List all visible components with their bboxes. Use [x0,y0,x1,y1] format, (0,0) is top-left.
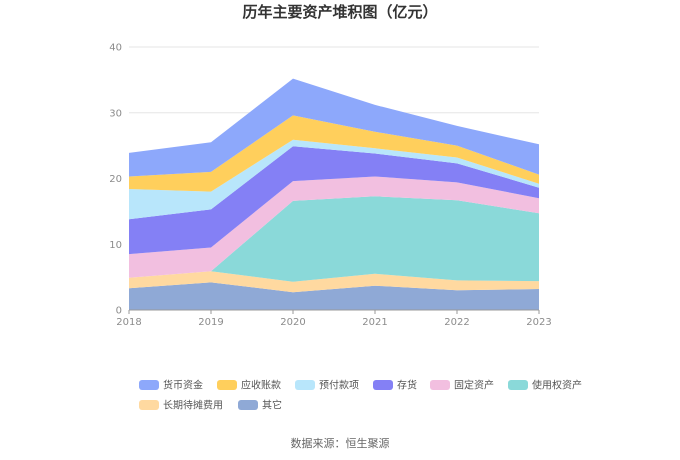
area-预付款项 [129,139,539,220]
legend-swatch [373,380,393,390]
legend-swatch [508,380,528,390]
area-series [129,78,539,310]
legend-item-使用权资产[interactable]: 使用权资产 [508,379,582,392]
legend-label: 使用权资产 [532,379,582,392]
legend-swatch [295,380,315,390]
area-存货 [129,146,539,255]
legend-item-货币资金[interactable]: 货币资金 [139,379,203,392]
legend-item-存货[interactable]: 存货 [373,379,417,392]
area-固定资产 [129,176,539,278]
x-tick-label: 2021 [362,317,387,328]
y-tick-label: 0 [116,306,122,317]
y-tick-label: 30 [109,108,122,119]
legend-label: 货币资金 [163,379,203,392]
area-货币资金 [129,78,539,177]
x-tick-label: 2023 [526,317,551,328]
legend-item-其它[interactable]: 其它 [238,399,282,412]
legend-swatch [430,380,450,390]
legend-label: 长期待摊费用 [163,399,223,412]
y-tick-label: 20 [109,174,122,185]
area-应收账款 [129,115,539,192]
y-tick-label: 40 [109,43,122,54]
legend-label: 其它 [262,399,282,412]
legend-label: 存货 [397,379,417,392]
legend-label: 预付款项 [319,379,359,392]
legend-label: 应收账款 [241,379,281,392]
area-其它 [129,282,539,310]
legend-swatch [217,380,237,390]
legend-item-预付款项[interactable]: 预付款项 [295,379,359,392]
axes: 0 10 20 30 40 2018 2019 2020 2021 2022 2023 [109,43,551,329]
area-使用权资产 [129,196,539,282]
legend-label: 固定资产 [454,379,494,392]
legend-swatch [139,380,159,390]
legend-item-应收账款[interactable]: 应收账款 [217,379,281,392]
chart-title: 历年主要资产堆积图（亿元） [242,3,437,21]
legend-swatch [139,400,159,410]
y-tick-label: 10 [109,240,122,251]
data-source: 数据来源：恒生聚源 [291,436,390,450]
x-tick-label: 2018 [116,317,141,328]
legend-item-长期待摊费用[interactable]: 长期待摊费用 [139,399,223,412]
legend-item-固定资产[interactable]: 固定资产 [430,379,494,392]
legend-swatch [238,400,258,410]
x-tick-label: 2022 [444,317,469,328]
x-tick-label: 2019 [198,317,223,328]
x-tick-label: 2020 [280,317,305,328]
area-长期待摊费用 [129,271,539,293]
